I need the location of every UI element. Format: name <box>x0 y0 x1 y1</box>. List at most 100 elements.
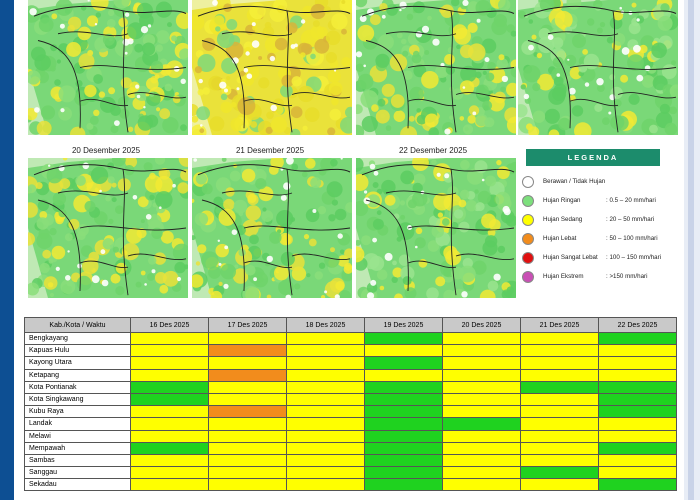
forecast-cell <box>598 380 677 394</box>
forecast-cell <box>286 478 365 492</box>
left-edge-band <box>0 0 14 500</box>
table-row: Ketapang <box>24 368 677 382</box>
map-date-title: 21 Desember 2025 <box>235 146 305 155</box>
forecast-cell <box>364 417 443 431</box>
forecast-cell <box>442 429 521 443</box>
legend-label: Hujan Ekstrem <box>543 273 584 280</box>
table-header-row: Kab./Kota / Waktu 16 Des 2025 17 Des 2025 1… <box>24 317 677 333</box>
forecast-cell <box>442 331 521 346</box>
forecast-cell <box>520 466 599 480</box>
forecast-cell <box>520 429 599 443</box>
forecast-cell <box>208 344 287 358</box>
rainfall-map-graphic <box>356 158 516 298</box>
map-date-title: 22 Desember 2025 <box>398 146 468 155</box>
column-header-date: 18 Des 2025 <box>286 317 365 333</box>
forecast-cell <box>598 429 677 443</box>
table-row: Bengkayang <box>24 331 677 346</box>
region-name-cell: Landak <box>24 417 131 431</box>
forecast-cell <box>364 380 443 394</box>
legend-swatch <box>522 252 534 264</box>
forecast-cell <box>130 441 209 455</box>
table-row: Kubu Raya <box>24 405 677 419</box>
forecast-cell <box>442 478 521 492</box>
table-row: Sanggau <box>24 466 677 480</box>
forecast-cell <box>130 417 209 431</box>
legend-range: : 20 – 50 mm/hari <box>606 216 655 223</box>
forecast-cell <box>598 466 677 480</box>
table-row: Mempawah <box>24 441 677 455</box>
region-name-cell: Kayong Utara <box>24 356 131 370</box>
forecast-cell <box>442 368 521 382</box>
forecast-cell <box>364 331 443 346</box>
forecast-cell <box>130 356 209 370</box>
rainfall-map-panel <box>28 0 188 135</box>
forecast-cell <box>286 380 365 394</box>
forecast-cell <box>442 344 521 358</box>
forecast-cell <box>130 392 209 407</box>
forecast-cell <box>520 405 599 419</box>
rainfall-map-graphic <box>28 158 188 298</box>
forecast-cell <box>286 466 365 480</box>
legend-swatch <box>522 195 534 207</box>
forecast-cell <box>286 331 365 346</box>
legend-swatch <box>522 176 534 188</box>
forecast-cell <box>598 368 677 382</box>
forecast-cell <box>130 405 209 419</box>
forecast-cell <box>208 429 287 443</box>
legend-label: Hujan Ringan <box>543 197 581 204</box>
forecast-cell <box>598 392 677 407</box>
forecast-cell <box>598 417 677 431</box>
forecast-cell <box>442 405 521 419</box>
table-row: Kapuas Hulu <box>24 344 677 358</box>
forecast-cell <box>208 417 287 431</box>
forecast-cell <box>442 453 521 468</box>
region-name-cell: Kapuas Hulu <box>24 344 131 358</box>
region-name-cell: Sekadau <box>24 478 131 492</box>
rainfall-map-graphic <box>28 0 188 135</box>
column-header-date: 16 Des 2025 <box>130 317 209 333</box>
forecast-cell <box>286 344 365 358</box>
legend-swatch <box>522 214 534 226</box>
region-name-cell: Bengkayang <box>24 331 131 346</box>
table-row: Kota Pontianak <box>24 380 677 394</box>
forecast-cell <box>520 368 599 382</box>
forecast-cell <box>364 466 443 480</box>
forecast-cell <box>520 344 599 358</box>
forecast-cell <box>598 344 677 358</box>
forecast-cell <box>208 466 287 480</box>
forecast-cell <box>442 466 521 480</box>
forecast-cell <box>442 441 521 455</box>
forecast-cell <box>286 453 365 468</box>
forecast-cell <box>364 356 443 370</box>
rainfall-map-panel <box>518 0 678 135</box>
legend-label: Hujan Lebat <box>543 235 577 242</box>
forecast-cell <box>286 429 365 443</box>
rainfall-map-graphic <box>192 0 352 135</box>
forecast-cell <box>442 380 521 394</box>
forecast-cell <box>520 380 599 394</box>
forecast-cell <box>286 405 365 419</box>
legend-range: : 50 – 100 mm/hari <box>606 235 658 242</box>
forecast-cell <box>598 453 677 468</box>
rainfall-map-graphic <box>192 158 352 298</box>
legend-label: Hujan Sangat Lebat <box>543 254 598 261</box>
column-header-date: 22 Des 2025 <box>598 317 677 333</box>
region-name-cell: Mempawah <box>24 441 131 455</box>
forecast-cell <box>442 392 521 407</box>
legend-title: LEGENDA <box>526 149 660 166</box>
forecast-cell <box>130 429 209 443</box>
forecast-cell <box>130 453 209 468</box>
region-name-cell: Ketapang <box>24 368 131 382</box>
legend-swatch <box>522 233 534 245</box>
table-row: Sambas <box>24 453 677 468</box>
table-body: Bengkayang Kapuas Hulu Kayong Utara Ketapan… <box>24 331 677 492</box>
forecast-cell <box>598 441 677 455</box>
legend-swatch <box>522 271 534 283</box>
forecast-cell <box>208 331 287 346</box>
column-header-date: 17 Des 2025 <box>208 317 287 333</box>
forecast-cell <box>208 380 287 394</box>
rainfall-map-panel <box>28 158 188 298</box>
region-name-cell: Kota Singkawang <box>24 392 131 407</box>
rainfall-map-panel <box>192 0 352 135</box>
forecast-cell <box>208 356 287 370</box>
